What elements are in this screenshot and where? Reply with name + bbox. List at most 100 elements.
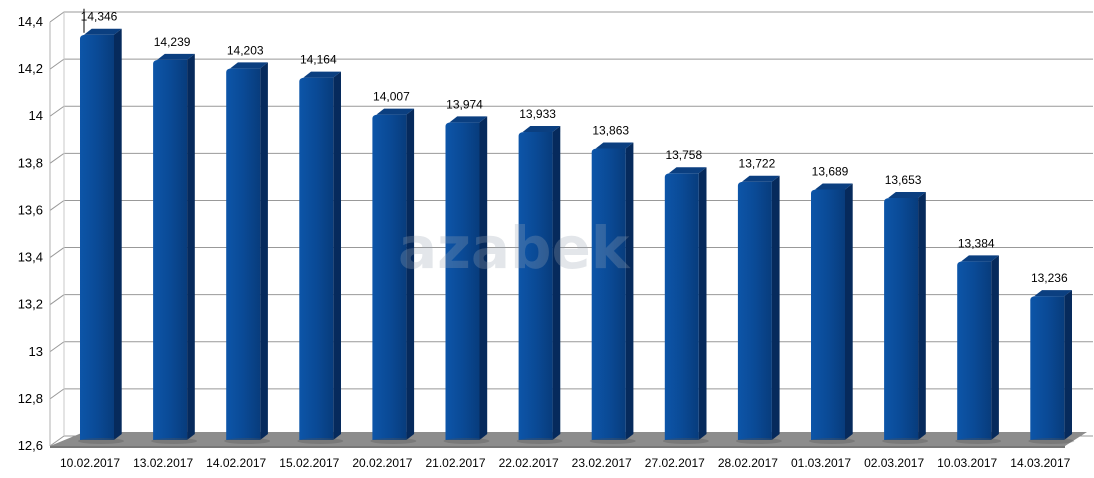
x-tick-label: 22.02.2017 — [499, 456, 559, 470]
bar-shadow — [370, 438, 417, 444]
gridline — [49, 199, 1093, 211]
bar — [372, 114, 407, 440]
gridline — [49, 341, 1093, 353]
bar-side — [991, 255, 999, 440]
bar — [518, 132, 553, 440]
bar — [299, 77, 334, 440]
bar-side — [552, 126, 561, 440]
x-axis: 10.02.2017 13.02.2017 14.02.2017 15.02.2017… — [60, 456, 1071, 470]
bars — [78, 28, 1075, 444]
y-tick-label: 12,8 — [18, 391, 43, 406]
bar-side — [406, 108, 415, 440]
bar-shadow — [151, 438, 198, 444]
bar-shadow — [1028, 438, 1075, 444]
bar-top — [1034, 290, 1072, 297]
x-tick-label: 28.02.2017 — [718, 456, 778, 470]
bar-top — [741, 175, 780, 182]
x-tick-label: 14.03.2017 — [1010, 456, 1070, 470]
bar — [884, 197, 919, 440]
y-tick-label: 13 — [29, 344, 43, 359]
gridline — [49, 388, 1093, 400]
bar-shadow — [78, 438, 124, 444]
bar-top — [595, 142, 634, 149]
x-tick-label: 23.02.2017 — [572, 456, 632, 470]
bar — [80, 34, 114, 440]
data-label: 14,164 — [300, 53, 337, 67]
watermark: azabek — [398, 214, 631, 282]
bar-top — [668, 167, 707, 174]
bar — [445, 122, 480, 440]
y-tick-label: 14,4 — [18, 14, 43, 29]
bar-shadow — [224, 438, 271, 444]
gridline — [49, 152, 1093, 164]
data-label: 14,203 — [227, 43, 264, 57]
bar-shadow — [443, 438, 490, 444]
y-tick-label: 13,2 — [18, 297, 43, 312]
floor-edge — [50, 446, 1065, 448]
data-label: 13,722 — [739, 157, 776, 171]
bar-side — [918, 191, 926, 440]
bar-shadow — [735, 438, 782, 444]
x-tick-label: 10.03.2017 — [937, 456, 997, 470]
bar — [226, 68, 261, 440]
bar-side — [698, 167, 707, 440]
bar-side — [1064, 290, 1072, 440]
floor-surface — [50, 432, 1087, 446]
bar-top — [888, 191, 926, 198]
bar-side — [187, 53, 195, 441]
gridline — [49, 11, 1093, 23]
y-axis: 12,6 12,8 13 13,2 13,4 13,6 13,8 14 14,2 14,4 — [18, 12, 65, 453]
x-tick-label: 01.03.2017 — [791, 456, 851, 470]
bar-top — [961, 255, 999, 262]
x-tick-label: 20.02.2017 — [352, 456, 412, 470]
data-labels: 14,346 14,239 14,203 14,164 14,007 13,974 13,9… — [81, 8, 1068, 285]
data-label: 14,239 — [154, 35, 191, 49]
data-label: 13,689 — [812, 164, 849, 178]
bar-shadow — [882, 438, 929, 444]
bar-side — [333, 71, 341, 440]
bar — [737, 181, 772, 440]
bar-top — [303, 71, 341, 78]
bar-side — [845, 183, 853, 441]
x-tick-label: 27.02.2017 — [645, 456, 705, 470]
x-tick-label: 02.03.2017 — [864, 456, 924, 470]
bar — [811, 189, 845, 440]
bar-side — [771, 175, 780, 440]
bar-side — [114, 28, 122, 440]
x-tick-label: 21.02.2017 — [425, 456, 485, 470]
x-tick-label: 14.02.2017 — [206, 456, 266, 470]
x-tick-label: 13.02.2017 — [133, 456, 193, 470]
bar — [664, 173, 699, 440]
bar-shadow — [589, 438, 636, 444]
gridline — [49, 294, 1093, 306]
bar — [957, 261, 992, 440]
data-label: 13,236 — [1031, 271, 1068, 285]
bar-side — [260, 62, 268, 440]
y-tick-label: 14 — [29, 108, 43, 123]
bar-shadow — [662, 438, 709, 444]
bar-shadow — [516, 438, 563, 444]
bar-top — [449, 116, 488, 123]
bar-top — [815, 183, 853, 190]
bar-side — [625, 142, 634, 440]
data-label: 14,346 — [81, 10, 118, 24]
data-label: 13,758 — [665, 148, 702, 162]
chart-floor — [50, 432, 1087, 448]
bar-side — [479, 116, 488, 440]
y-tick-label: 14,2 — [18, 61, 43, 76]
y-tick-label: 13,8 — [18, 155, 43, 170]
bar — [1030, 296, 1065, 440]
bar-top — [522, 126, 561, 133]
bar — [153, 59, 188, 441]
data-label: 13,384 — [958, 236, 995, 250]
bar-top — [230, 62, 268, 69]
bar-shadow — [809, 438, 855, 444]
bar-shadow — [955, 438, 1002, 444]
data-label: 14,007 — [373, 90, 410, 104]
y-tick-label: 12,6 — [18, 438, 43, 453]
x-tick-label: 10.02.2017 — [60, 456, 120, 470]
bar-top — [157, 53, 195, 60]
data-label: 13,974 — [446, 97, 483, 111]
y-tick-label: 13,4 — [18, 250, 43, 265]
